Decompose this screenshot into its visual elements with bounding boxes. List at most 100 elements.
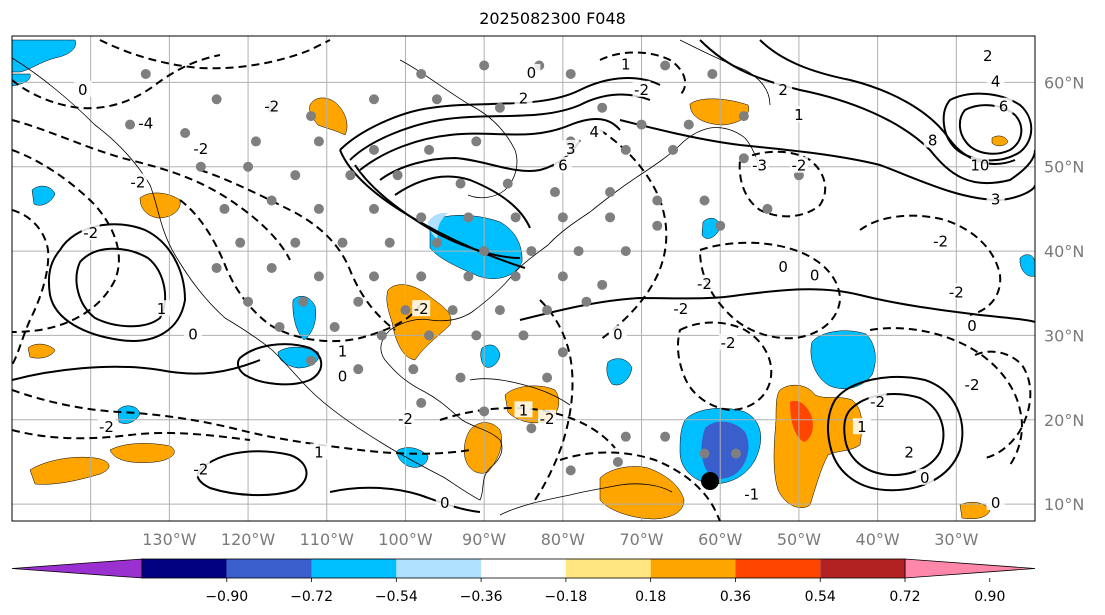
longitude-label: 130°W <box>142 530 197 549</box>
observation-dot <box>313 271 324 282</box>
contour-northeast-atlantic-2 <box>759 39 1016 165</box>
contour-label: 1 <box>621 56 631 74</box>
longitude-label: 60°W <box>698 530 742 549</box>
observation-dot <box>431 237 442 248</box>
contour-label: 4 <box>590 123 600 141</box>
orange-region-central-america <box>463 422 502 474</box>
contour-east-high-1 <box>826 375 964 492</box>
mid-blue-region-caribbean-atlantic <box>701 421 749 479</box>
contour-label: -2 <box>933 233 948 251</box>
contour-label: -2 <box>965 376 980 394</box>
contour-label: 3 <box>566 140 576 158</box>
orange-region-gulf <box>386 284 452 361</box>
orange-region-pacific-small <box>27 343 56 359</box>
contour-label: -3 <box>752 157 767 175</box>
colorbar: −0.90 −0.72 −0.54 −0.36 −0.18 0.18 0.36 0.54 0.7… <box>11 558 1036 605</box>
contour-label: 1 <box>794 106 804 124</box>
colorbar-tick-label: 0.54 <box>805 589 836 605</box>
contour-label-bg <box>671 300 690 317</box>
contour-label-bg <box>923 131 942 148</box>
storm-center-marker <box>701 472 719 490</box>
contour-label: -2 <box>634 81 649 99</box>
observation-dot <box>668 144 679 155</box>
orange-region-labrador <box>689 98 750 126</box>
contour-label: 0 <box>967 317 977 335</box>
observation-dot <box>416 68 427 79</box>
observation-dot <box>337 237 348 248</box>
contour-label-bg <box>191 139 210 156</box>
contour-labels: 02346-2-2-4-2-2010-210-2-2-210-210-2-2-2… <box>73 47 1013 512</box>
observation-dot <box>738 153 749 164</box>
contour-label-bg <box>994 97 1013 114</box>
observation-dot <box>471 136 482 147</box>
dashed-contour-3 <box>12 209 50 366</box>
orange-region-east-pacific-2 <box>109 443 175 463</box>
colorbar-outline <box>141 558 906 579</box>
contour-label-bg <box>262 97 281 114</box>
observation-dot <box>424 330 435 341</box>
contour-high-pacific <box>47 223 187 342</box>
contour-low-great-lakes-3 <box>359 118 621 171</box>
latitude-label: 50°N <box>1044 158 1084 177</box>
contour-low-great-lakes-4 <box>379 139 581 181</box>
dashed-contour-5 <box>12 429 251 441</box>
contour-label: 10 <box>970 157 989 175</box>
observation-dot <box>431 94 442 105</box>
blue-region-caribbean-small <box>606 358 633 386</box>
observation-dot <box>416 397 427 408</box>
contour-label: 0 <box>188 325 198 343</box>
blue-region-great-lakes <box>429 215 523 279</box>
blue-region-central-america <box>397 447 429 468</box>
observation-dot <box>479 60 490 71</box>
contour-label-bg <box>333 367 352 384</box>
contour-low-great-lakes-2 <box>349 93 651 161</box>
colorbar-tick-label: −0.36 <box>460 589 503 605</box>
observation-dot <box>211 94 222 105</box>
dashed-contour-15 <box>559 451 721 521</box>
contour-label: 4 <box>991 72 1001 90</box>
contour-label-bg <box>970 156 989 173</box>
observation-dot <box>652 195 663 206</box>
blue-region-gulf-small <box>292 295 316 341</box>
observation-dot <box>235 237 246 248</box>
map-layer: 02346-2-2-4-2-2010-210-2-2-210-210-2-2-2… <box>12 36 1035 521</box>
contour-label: 1 <box>338 342 348 360</box>
observation-dot <box>526 246 537 257</box>
dashed-contour-17 <box>12 54 221 110</box>
colorbar-bin <box>396 559 482 578</box>
contour-label-bg <box>435 494 454 511</box>
contour-label: 0 <box>810 266 820 284</box>
contour-label-bg <box>978 47 997 64</box>
contour-label: -2 <box>721 334 736 352</box>
observation-dot <box>416 271 427 282</box>
contour-label-bg <box>561 139 580 156</box>
orange-region-east-edge <box>959 502 991 519</box>
observation-dot <box>290 170 301 181</box>
contour-label-bg <box>538 409 557 426</box>
greenland-coast <box>679 39 771 106</box>
contour-label-bg <box>963 376 982 393</box>
contour-label: 1 <box>519 401 529 419</box>
contour-high-northeast <box>942 92 1033 162</box>
contour-label: 1 <box>314 444 324 462</box>
colorbar-bin <box>481 559 566 578</box>
observation-dot <box>313 136 324 147</box>
observation-dot <box>447 305 458 316</box>
colorbar-arrow-right <box>904 558 1036 579</box>
contour-northeast-atlantic-1 <box>699 39 1035 185</box>
observation-dot <box>313 203 324 214</box>
contour-label: -2 <box>264 98 279 116</box>
contour-label: 6 <box>999 98 1009 116</box>
observation-dot <box>384 237 395 248</box>
observation-dot <box>565 68 576 79</box>
orange-region-east-atlantic <box>773 384 863 508</box>
contour-label-bg <box>309 443 328 460</box>
map-frame <box>11 35 1036 522</box>
colorbar-tick-label: −0.18 <box>544 589 587 605</box>
coastlines <box>12 39 771 516</box>
contour-label-bg <box>396 409 415 426</box>
contour-label-bg <box>805 266 824 283</box>
latitude-labels: 60°N 50°N 40°N 30°N 20°N 10°N <box>1044 73 1084 514</box>
observation-dot <box>479 406 490 417</box>
